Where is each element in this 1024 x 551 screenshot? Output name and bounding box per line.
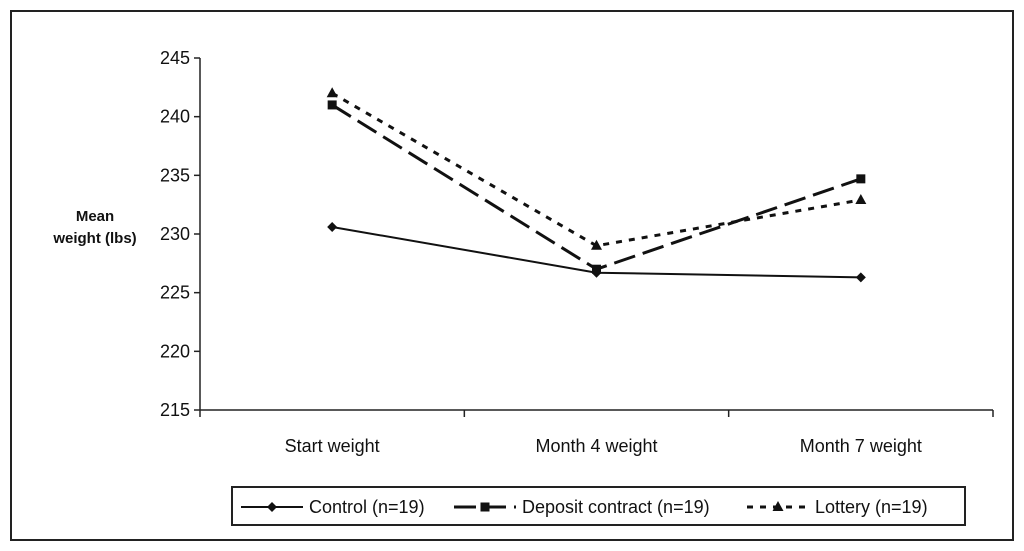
y-axis-label-line-1: Mean	[75, 208, 115, 225]
y-axis-label: Mean weight (lbs)	[40, 206, 150, 250]
y-axis-label-line-2: weight (lbs)	[53, 230, 137, 247]
series-line	[331, 91, 862, 248]
data-point	[855, 272, 866, 283]
y-tick-label: 220	[160, 341, 190, 361]
data-point	[855, 193, 867, 204]
y-tick-label: 225	[160, 283, 190, 303]
legend-entry-label: Control (n=19)	[309, 497, 425, 517]
legend-entry-label: Deposit contract (n=19)	[522, 497, 710, 517]
legend-entry-label: Lottery (n=19)	[815, 497, 928, 517]
legend-graphics: Control (n=19) Deposit contract (n=19) Lot…	[241, 497, 928, 517]
y-tick-label: 215	[160, 400, 190, 420]
x-tick-label: Month 4 weight	[535, 436, 657, 456]
data-point	[856, 174, 866, 184]
x-tick-label: Start weight	[285, 436, 380, 456]
legend-marker	[772, 501, 784, 511]
data-point	[591, 239, 602, 250]
x-tick-label: Month 7 weight	[800, 436, 922, 456]
data-point	[326, 87, 338, 98]
y-tick-label: 240	[160, 107, 190, 127]
data-point	[327, 100, 337, 110]
chart-frame	[10, 10, 1014, 541]
legend-marker	[267, 502, 277, 512]
legend: Control (n=19) Deposit contract (n=19) Lot…	[231, 486, 966, 526]
legend-marker	[480, 502, 490, 512]
y-tick-label: 235	[160, 165, 190, 185]
y-tick-label: 245	[160, 48, 190, 68]
data-point	[327, 221, 338, 232]
y-tick-label: 230	[160, 224, 190, 244]
data-point	[592, 264, 601, 274]
